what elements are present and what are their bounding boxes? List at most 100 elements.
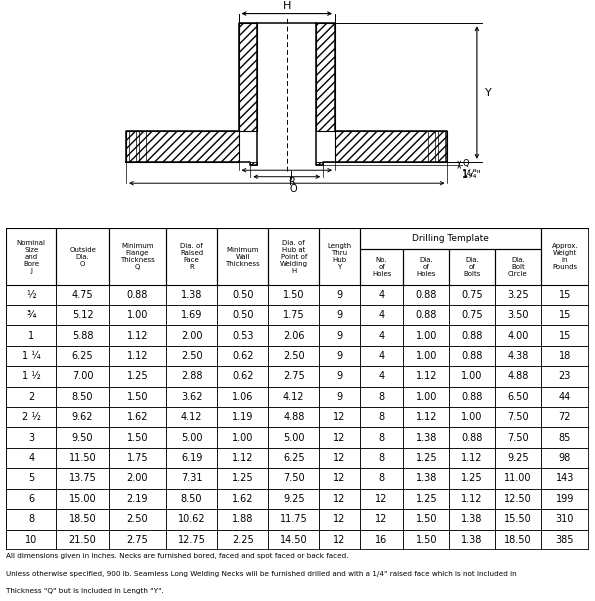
Text: 1.12: 1.12 bbox=[127, 331, 148, 341]
Text: 3.62: 3.62 bbox=[181, 392, 202, 402]
Bar bbox=[268, 448, 320, 468]
Bar bbox=[320, 305, 360, 326]
Bar bbox=[166, 326, 217, 346]
Text: 2.88: 2.88 bbox=[181, 371, 202, 382]
Bar bbox=[495, 427, 541, 448]
Bar bbox=[166, 407, 217, 427]
Bar bbox=[449, 509, 495, 529]
Text: 1⅟₄": 1⅟₄" bbox=[462, 169, 483, 180]
Text: 8.50: 8.50 bbox=[181, 494, 202, 504]
Text: 2: 2 bbox=[28, 392, 35, 402]
Bar bbox=[217, 427, 268, 448]
Text: Approx.
Weight
in
Pounds: Approx. Weight in Pounds bbox=[552, 243, 578, 270]
Text: 6.19: 6.19 bbox=[181, 453, 202, 463]
Text: 0.88: 0.88 bbox=[415, 310, 437, 320]
Bar bbox=[268, 346, 320, 366]
Text: 4.88: 4.88 bbox=[507, 371, 528, 382]
Bar bbox=[495, 448, 541, 468]
Bar bbox=[166, 529, 217, 550]
Text: 44: 44 bbox=[559, 392, 571, 402]
Text: 8: 8 bbox=[378, 433, 384, 443]
Text: 7.50: 7.50 bbox=[507, 433, 528, 443]
Text: 6.25: 6.25 bbox=[72, 351, 93, 361]
Bar bbox=[320, 509, 360, 529]
Text: 1.25: 1.25 bbox=[461, 474, 483, 483]
Text: 2.75: 2.75 bbox=[283, 371, 305, 382]
Bar bbox=[403, 407, 449, 427]
Text: 7.00: 7.00 bbox=[72, 371, 93, 382]
Text: 1.25: 1.25 bbox=[415, 494, 437, 504]
Text: 1 ¼: 1 ¼ bbox=[22, 351, 40, 361]
Bar bbox=[109, 509, 166, 529]
Bar bbox=[403, 448, 449, 468]
Text: 2 ½: 2 ½ bbox=[22, 412, 40, 423]
Bar bbox=[6, 326, 57, 346]
Bar bbox=[541, 285, 589, 305]
Bar bbox=[109, 326, 166, 346]
Text: 1.00: 1.00 bbox=[415, 392, 437, 402]
Bar bbox=[166, 386, 217, 407]
Text: 10.62: 10.62 bbox=[178, 514, 205, 524]
Bar bbox=[6, 346, 57, 366]
Text: 4: 4 bbox=[28, 453, 35, 463]
Bar bbox=[6, 529, 57, 550]
Bar bbox=[6, 386, 57, 407]
Text: 9.25: 9.25 bbox=[283, 494, 305, 504]
Bar bbox=[268, 366, 320, 386]
Text: 199: 199 bbox=[556, 494, 574, 504]
Bar bbox=[109, 489, 166, 509]
Text: 1.38: 1.38 bbox=[181, 290, 202, 300]
Text: 12.75: 12.75 bbox=[178, 535, 205, 545]
Polygon shape bbox=[126, 132, 239, 162]
Text: 1.62: 1.62 bbox=[232, 494, 253, 504]
Text: 3.25: 3.25 bbox=[507, 290, 528, 300]
Bar bbox=[495, 386, 541, 407]
Bar bbox=[495, 509, 541, 529]
Bar bbox=[57, 285, 109, 305]
Bar bbox=[109, 386, 166, 407]
Bar bbox=[6, 448, 57, 468]
Text: Dia. of
Raised
Face
R: Dia. of Raised Face R bbox=[180, 243, 203, 270]
Bar bbox=[495, 529, 541, 550]
Polygon shape bbox=[317, 23, 335, 132]
Bar bbox=[360, 448, 403, 468]
Bar bbox=[541, 427, 589, 448]
Bar bbox=[449, 305, 495, 326]
Text: 1.38: 1.38 bbox=[415, 433, 437, 443]
Text: 2.50: 2.50 bbox=[127, 514, 148, 524]
Bar bbox=[166, 305, 217, 326]
Text: 1.12: 1.12 bbox=[415, 371, 437, 382]
Text: Unless otherwise specified, 900 lb. Seamless Long Welding Necks will be furnishe: Unless otherwise specified, 900 lb. Seam… bbox=[6, 571, 516, 577]
Text: 23: 23 bbox=[559, 371, 571, 382]
Text: 98: 98 bbox=[559, 453, 571, 463]
Text: 12: 12 bbox=[333, 514, 346, 524]
Text: 0.50: 0.50 bbox=[232, 290, 253, 300]
Text: 2.19: 2.19 bbox=[127, 494, 148, 504]
Text: 8: 8 bbox=[378, 412, 384, 423]
Text: 9: 9 bbox=[336, 371, 343, 382]
Bar bbox=[449, 346, 495, 366]
Bar bbox=[360, 305, 403, 326]
Bar bbox=[6, 228, 57, 285]
Bar bbox=[428, 132, 435, 162]
Bar bbox=[109, 529, 166, 550]
Text: 1.62: 1.62 bbox=[127, 412, 148, 423]
Text: 4: 4 bbox=[378, 331, 384, 341]
Polygon shape bbox=[335, 132, 447, 162]
Text: 1.25: 1.25 bbox=[232, 474, 253, 483]
Bar bbox=[449, 285, 495, 305]
Bar bbox=[320, 489, 360, 509]
Bar bbox=[268, 228, 320, 285]
Bar bbox=[360, 386, 403, 407]
Text: 1.19: 1.19 bbox=[232, 412, 253, 423]
Text: Minimum
Flange
Thickness
Q: Minimum Flange Thickness Q bbox=[120, 243, 155, 270]
Text: 0.88: 0.88 bbox=[461, 331, 483, 341]
Bar bbox=[320, 366, 360, 386]
Text: 9: 9 bbox=[336, 351, 343, 361]
Bar bbox=[166, 468, 217, 489]
Bar bbox=[109, 448, 166, 468]
Bar bbox=[320, 407, 360, 427]
Bar bbox=[541, 489, 589, 509]
Text: 1.06: 1.06 bbox=[232, 392, 253, 402]
Bar bbox=[166, 489, 217, 509]
